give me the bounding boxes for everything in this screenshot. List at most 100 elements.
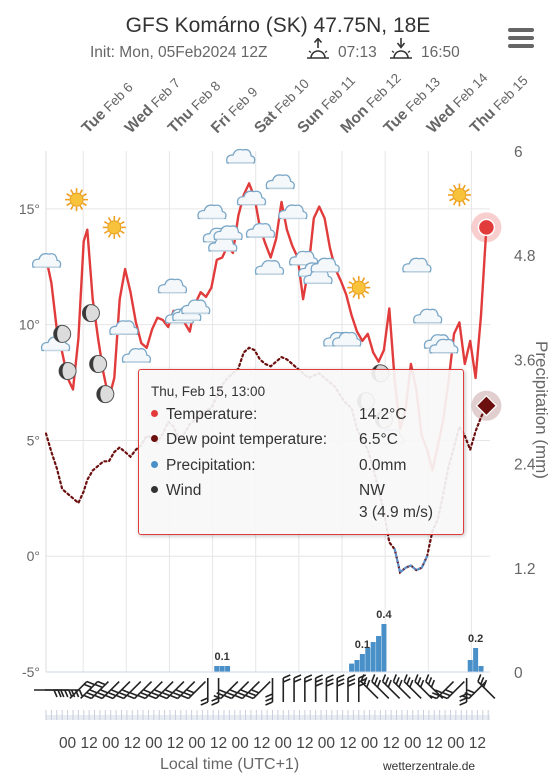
cloud-icon <box>402 257 432 273</box>
wind-barb-shaft <box>80 680 99 700</box>
day-label-weekday: Wed <box>424 102 459 137</box>
wind-barb <box>69 680 95 700</box>
day-label-date: Feb 6 <box>101 80 136 115</box>
wind-barb <box>138 680 163 700</box>
wind-barb-feather <box>347 678 356 683</box>
wind-barb <box>439 680 465 700</box>
wind-barb-feather <box>265 697 273 702</box>
wind-band <box>46 715 490 720</box>
wind-barb-feather <box>304 678 313 683</box>
moon-shadow <box>89 355 99 373</box>
wind-barb-feather <box>140 692 149 697</box>
sun-disc <box>351 280 366 295</box>
wind-barb-feather <box>211 701 219 706</box>
wind-barb <box>105 680 131 700</box>
temperature-tick-label: 0° <box>27 548 40 564</box>
sun-ray <box>452 184 457 190</box>
data-tooltip: Thu, Feb 15, 13:00 Temperature: 14.2°C D… <box>138 369 464 535</box>
wind-barb-feather <box>162 692 171 697</box>
init-time: Init: Mon, 05Feb2024 12Z <box>90 44 268 61</box>
wind-barb-feather <box>304 674 313 679</box>
sun-ray <box>107 217 112 222</box>
day-label-weekday: Tue <box>381 106 412 137</box>
wind-barb-feather <box>395 676 400 685</box>
wind-barb-feather <box>216 692 224 697</box>
day-label-weekday: Wed <box>122 102 157 137</box>
sun-disc <box>69 192 84 207</box>
cloud-icon <box>310 257 340 273</box>
sun-ray <box>117 217 121 222</box>
wind-barb-feather <box>403 674 408 682</box>
wind-barb-feather <box>130 692 138 697</box>
hamburger-menu-icon[interactable] <box>508 28 534 48</box>
sun-ray <box>103 230 109 234</box>
precipitation-bar-label: 0.1 <box>215 651 230 663</box>
cloud-icon <box>332 331 362 347</box>
day-label-weekday: Mon <box>337 102 372 137</box>
dewpoint-series <box>44 346 488 575</box>
tooltip-row-wind: Wind <box>151 482 201 500</box>
wind-barb-feather <box>237 692 246 697</box>
cloud-icon <box>197 204 227 220</box>
wind-barb-feather <box>78 689 84 698</box>
cloud-shape <box>109 320 139 335</box>
tooltip-header: Thu, Feb 15, 13:00 <box>151 384 266 399</box>
temperature-hover-marker <box>477 218 496 237</box>
sun-ray <box>119 230 125 234</box>
tooltip-label: Precipitation: <box>166 457 256 474</box>
wind-barb <box>325 674 334 702</box>
precipitation-bar-label: 0.4 <box>376 609 392 621</box>
wind-barb-feather <box>224 694 232 700</box>
wind-barb-feather <box>213 694 222 700</box>
cloud-icon <box>236 190 267 206</box>
wind-barb-feather <box>122 689 130 694</box>
wind-barb <box>381 674 401 700</box>
sunrise-icon <box>307 38 329 59</box>
cloud-shape <box>265 174 295 190</box>
hour-tick-label: 12 <box>469 735 486 752</box>
sun-ray <box>465 188 470 193</box>
wind-barb-feather <box>459 701 467 706</box>
wind-barb-feather <box>482 679 488 688</box>
cloud-icon <box>245 222 276 238</box>
day-label-date: Feb 7 <box>148 75 183 110</box>
wind-dot-icon <box>151 486 158 494</box>
wind-barb-feather <box>94 694 103 700</box>
cloud-shape <box>310 257 340 273</box>
wind-barb-feather <box>251 689 260 694</box>
wind-barb-feather <box>83 683 92 688</box>
wind-barb-feather <box>430 679 436 688</box>
wind-barb-feather <box>116 694 125 700</box>
wind-barb-feather <box>151 692 160 697</box>
menu-bar <box>508 28 534 32</box>
day-label-date: Feb 11 <box>319 73 359 113</box>
sun-icon <box>347 276 371 300</box>
wind-barb-feather <box>138 694 146 700</box>
wind-barb-feather <box>240 689 249 694</box>
wind-barb-feather <box>376 679 382 688</box>
moon-shadow <box>53 325 63 343</box>
cloud-icon <box>31 253 62 268</box>
wind-barb-feather <box>181 694 189 700</box>
hour-tick-label: 00 <box>188 735 206 752</box>
wind-barb-feather <box>68 689 73 698</box>
wind-barb-feather <box>64 689 69 698</box>
sun-ray <box>79 189 84 194</box>
hover-markers[interactable] <box>471 212 502 421</box>
hour-tick-label: 12 <box>81 735 98 752</box>
cloud-icon <box>181 299 211 315</box>
wind-barb <box>293 674 302 702</box>
wind-barb-feather <box>186 689 195 694</box>
wind-barb-feather <box>461 694 470 700</box>
wind-barb-feather <box>229 689 238 694</box>
wind-barb-feather <box>60 689 65 698</box>
credit-link[interactable]: wetterzentrale.de <box>383 759 476 773</box>
tooltip-value: 6.5°C <box>359 431 398 448</box>
wind-barb <box>94 680 120 700</box>
day-label-date: Feb 8 <box>188 78 223 113</box>
wind-barb-feather <box>89 689 98 694</box>
hour-tick-label: 12 <box>383 735 400 752</box>
wind-barb-feather <box>459 697 467 702</box>
cloud-shape <box>289 250 319 266</box>
wind-barbs <box>34 674 496 720</box>
